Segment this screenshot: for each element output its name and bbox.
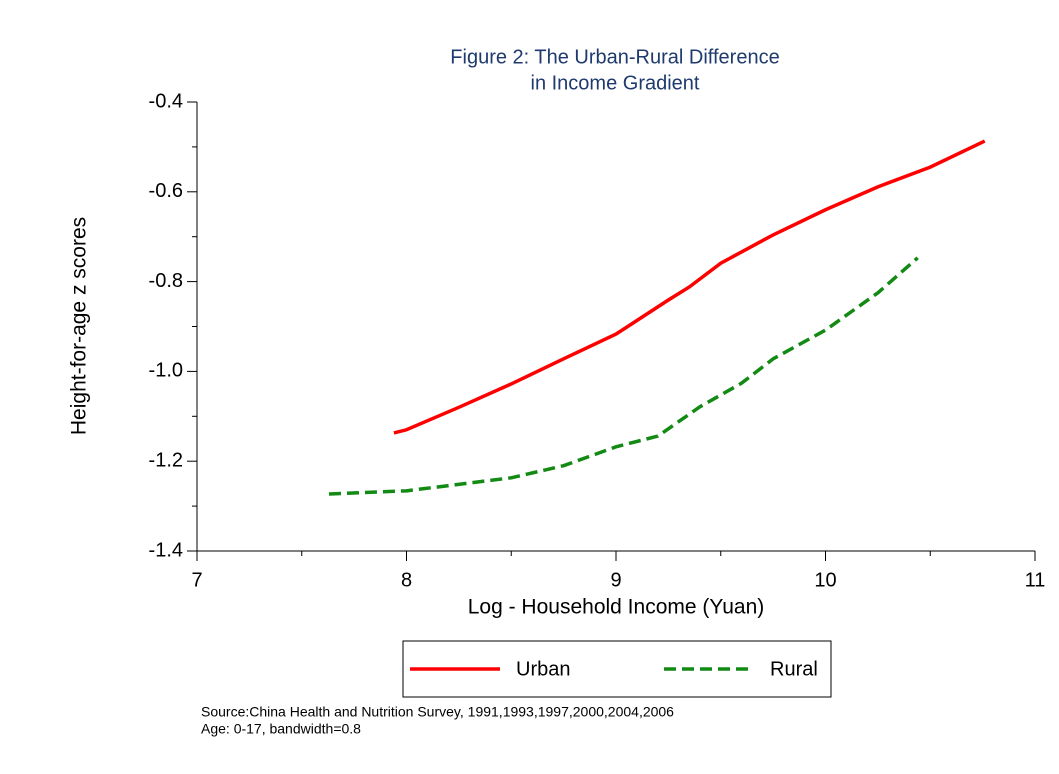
y-tick-label: -1.0 [149, 360, 183, 382]
y-tick-label: -1.2 [149, 449, 183, 471]
legend-box [402, 640, 832, 698]
legend-label: Rural [770, 658, 818, 680]
note: Age: 0-17, bandwidth=0.8 [201, 721, 361, 737]
y-tick-label: -0.8 [149, 270, 183, 292]
series-line [393, 139, 986, 435]
x-tick-label: 9 [610, 569, 621, 591]
x-tick-label: 8 [401, 569, 412, 591]
x-tick-label: 7 [191, 569, 202, 591]
y-tick-label: -0.4 [149, 90, 183, 112]
series-line [328, 256, 919, 496]
y-axis-label: Height-for-age z scores [68, 217, 91, 435]
chart-title: Figure 2: The Urban-Rural Difference [450, 46, 779, 68]
x-tick-label: 11 [1025, 569, 1046, 591]
chart-title: in Income Gradient [531, 72, 700, 94]
y-tick-label: -1.4 [149, 539, 183, 561]
x-tick-label: 10 [814, 569, 836, 591]
y-tick-label: -0.6 [149, 180, 183, 202]
note: Source:China Health and Nutrition Survey… [201, 704, 674, 720]
x-axis-label: Log - Household Income (Yuan) [468, 596, 765, 619]
legend-label: Urban [516, 658, 570, 680]
